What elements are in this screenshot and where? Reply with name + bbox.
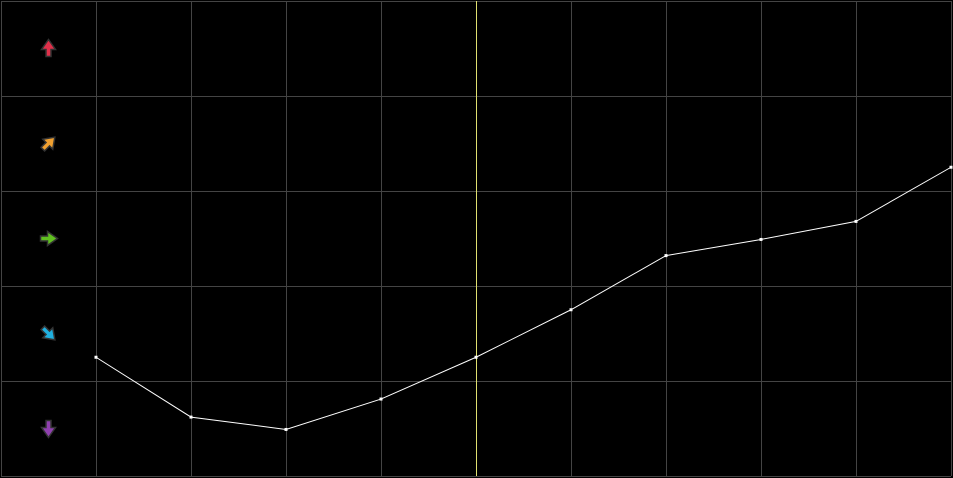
arrow-down-right-icon-shape [40,325,56,341]
data-point [759,237,763,241]
data-point [379,397,383,401]
arrow-down-icon [40,419,57,439]
arrow-up-icon [40,38,57,58]
arrow-up-right-icon [40,136,56,152]
data-point [854,219,858,223]
data-point [284,427,288,431]
data-point [664,254,668,258]
arrow-up-icon-shape [40,38,57,58]
series-line [95,166,952,430]
data-point [94,355,98,359]
arrow-down-icon-shape [40,419,57,439]
arrow-right-icon [39,230,59,247]
arrow-up-right-icon-shape [40,136,56,152]
data-point [949,165,953,169]
data-point [569,308,573,312]
arrow-right-icon-shape [39,230,59,247]
data-point [189,415,193,419]
arrow-down-right-icon [40,325,56,341]
data-point [474,355,478,359]
